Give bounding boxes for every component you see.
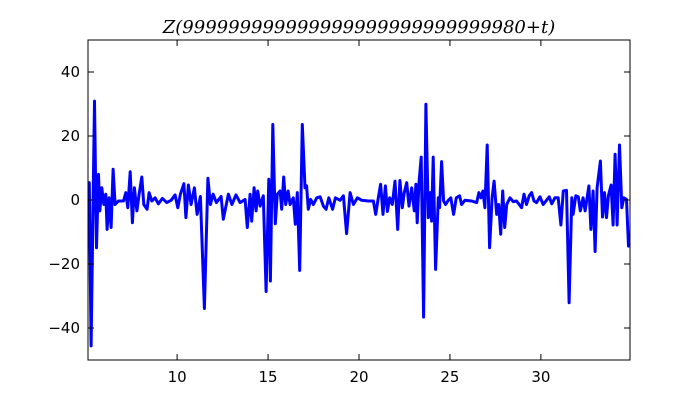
x-tick-label: 10	[168, 368, 187, 386]
series-line	[88, 99, 630, 348]
chart-title: Z(999999999999999999999999999980+t)	[162, 17, 555, 38]
plot-area	[87, 39, 631, 361]
x-tick-label: 25	[440, 368, 459, 386]
y-tick-label: −20	[48, 255, 80, 273]
axes-frame	[87, 39, 631, 361]
x-tick-label: 20	[349, 368, 368, 386]
y-tick-label: 40	[61, 63, 80, 81]
y-tick-label: 0	[70, 191, 80, 209]
y-tick-label: −40	[48, 319, 80, 337]
x-tick-label: 30	[531, 368, 550, 386]
y-axis-labels: −40 −20 0 20 40	[48, 63, 80, 337]
x-axis-labels: 10 15 20 25 30	[168, 368, 551, 386]
x-tick-label: 15	[259, 368, 278, 386]
y-tick-label: 20	[61, 127, 80, 145]
axis-ticks	[88, 40, 630, 360]
